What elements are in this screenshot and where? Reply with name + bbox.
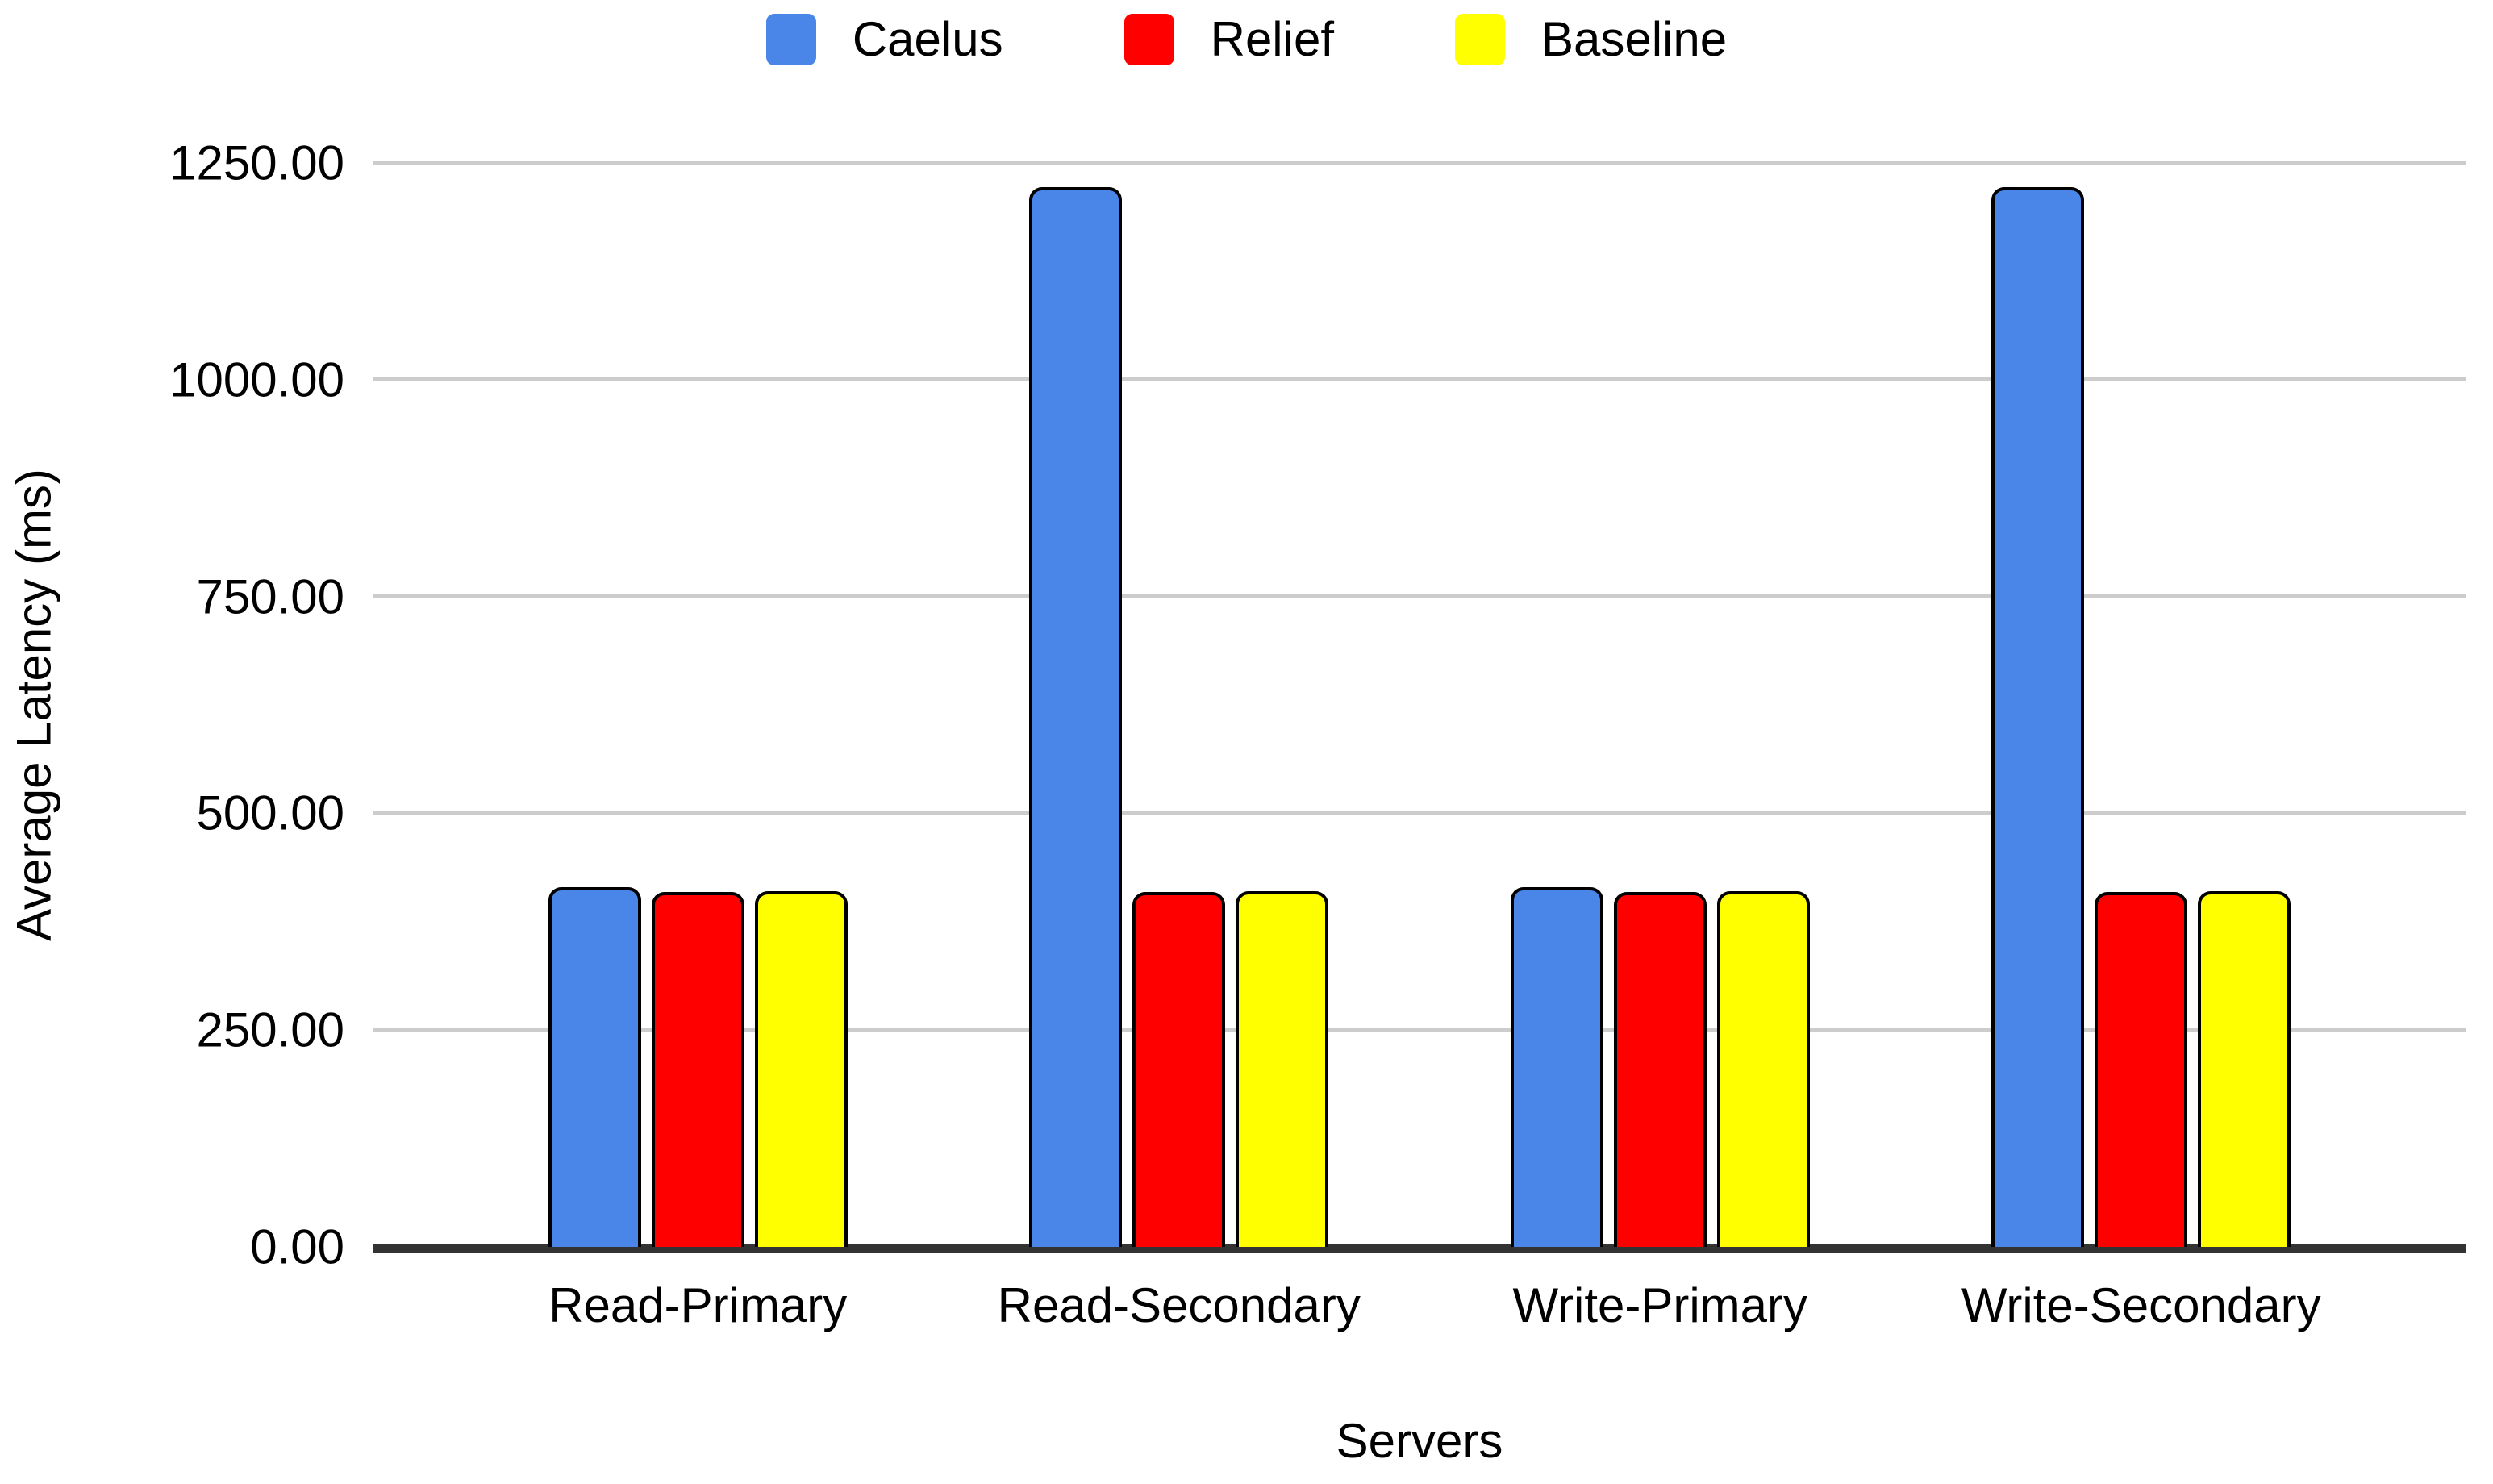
bar-baseline-read-primary <box>754 891 848 1247</box>
y-tick-label-250.00: 250.00 <box>196 1003 344 1057</box>
bar-group-read-primary <box>457 163 939 1247</box>
bar-group-read-secondary <box>939 163 1420 1247</box>
bar-relief-read-secondary <box>1132 892 1226 1247</box>
bar-group-write-secondary <box>1901 163 2383 1247</box>
legend-label: Relief <box>1210 12 1335 66</box>
gridline-750.00 <box>373 594 2466 599</box>
y-tick-label-500.00: 500.00 <box>196 786 344 840</box>
legend-item-caelus: Caelus <box>765 11 1003 67</box>
bar-relief-write-secondary <box>2095 892 2188 1247</box>
bar-group-write-primary <box>1420 163 1901 1247</box>
bar-caelus-read-primary <box>548 886 641 1247</box>
legend: Caelus Relief Baseline <box>0 11 2493 67</box>
legend-label: Caelus <box>852 12 1003 66</box>
x-category-label-read-primary: Read-Primary <box>548 1278 848 1332</box>
plot-area <box>373 160 2466 1253</box>
x-axis-title: Servers <box>1336 1414 1503 1468</box>
y-axis-title: Average Latency (ms) <box>6 469 61 941</box>
legend-item-baseline: Baseline <box>1455 11 1727 67</box>
legend-item-relief: Relief <box>1124 11 1334 67</box>
x-category-labels: Read-Primary Read-Secondary Write-Primary W… <box>457 1278 2382 1333</box>
legend-swatch-icon <box>765 13 816 65</box>
x-category-label-write-primary: Write-Primary <box>1512 1278 1808 1332</box>
bar-caelus-write-secondary <box>1991 187 2085 1247</box>
bar-caelus-write-primary <box>1510 886 1603 1247</box>
legend-swatch-icon <box>1124 13 1174 65</box>
x-category-label-write-secondary: Write-Secondary <box>1961 1278 2321 1332</box>
bar-baseline-write-primary <box>1716 891 1810 1247</box>
legend-label: Baseline <box>1541 12 1728 66</box>
gridline-250.00 <box>373 1028 2466 1032</box>
bar-caelus-read-secondary <box>1029 187 1123 1247</box>
x-axis-line <box>373 1244 2466 1253</box>
bar-groups <box>457 163 2382 1247</box>
x-category-label-read-secondary: Read-Secondary <box>997 1278 1361 1332</box>
y-tick-label-0.00: 0.00 <box>250 1219 344 1274</box>
y-tick-label-750.00: 750.00 <box>196 569 344 624</box>
gridline-500.00 <box>373 811 2466 815</box>
gridline-1250.00 <box>373 160 2466 165</box>
bar-relief-write-primary <box>1613 892 1707 1247</box>
bar-baseline-write-secondary <box>2198 891 2291 1247</box>
bar-relief-read-primary <box>651 892 744 1247</box>
bar-baseline-read-secondary <box>1236 891 1329 1247</box>
gridline-1000.00 <box>373 377 2466 382</box>
legend-swatch-icon <box>1455 13 1506 65</box>
y-tick-label-1000.00: 1000.00 <box>169 352 344 407</box>
y-tick-label-1250.00: 1250.00 <box>169 135 344 190</box>
